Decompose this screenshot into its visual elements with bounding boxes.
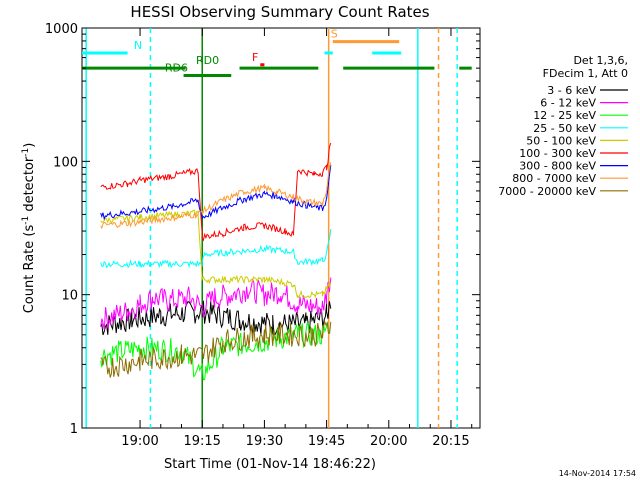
legend-label-1: 6 - 12 keV — [540, 97, 596, 110]
x-tick-label-0: 19:00 — [121, 434, 158, 449]
x-tick-label-4: 20:00 — [370, 434, 407, 449]
bar-label-rd0: RD0 — [196, 54, 219, 67]
series-5-line-0 — [100, 142, 332, 242]
legend-label-0: 3 - 6 keV — [547, 84, 596, 97]
legend-label-6: 300 - 800 keV — [519, 160, 596, 173]
series-4-line-0 — [100, 209, 332, 299]
legend-label-5: 100 - 300 keV — [519, 147, 596, 160]
y-label-sup2: -1 — [21, 148, 31, 157]
timestamp: 14-Nov-2014 17:54 — [559, 469, 636, 478]
bar-label-f: F — [252, 51, 258, 64]
legend-header-line-2: FDecim 1, Att 0 — [543, 67, 628, 80]
bar-label-rd6: RD6 — [165, 62, 188, 75]
bar-label-s: S — [331, 28, 338, 41]
y-tick-label-1: 10 — [61, 289, 78, 304]
series-8-line-0 — [100, 320, 332, 378]
data-series — [100, 142, 332, 381]
x-tick-label-3: 19:45 — [308, 434, 345, 449]
series-7-line-0 — [100, 162, 332, 230]
y-label-main: Count Rate (s — [22, 225, 37, 314]
legend-label-3: 25 - 50 keV — [533, 122, 596, 135]
axis-ticks: 19:00 19:15 19:30 19:45 20:00 20:15 1 10 100 1000 — [45, 22, 480, 449]
series-0-line-0 — [100, 300, 332, 336]
y-tick-label-0: 1 — [70, 422, 78, 437]
y-tick-label-2: 100 — [53, 155, 78, 170]
legend-label-7: 800 - 7000 keV — [512, 172, 596, 185]
y-label-end: ) — [22, 143, 37, 148]
series-1-line-0 — [100, 277, 332, 331]
attenuator-bars: N S F RD0 RD6 — [82, 28, 472, 78]
x-tick-label-2: 19:30 — [246, 434, 283, 449]
y-label-sup1: -1 — [21, 216, 31, 225]
series-6-line-0 — [100, 164, 332, 221]
chart-title: HESSI Observing Summary Count Rates — [130, 3, 429, 21]
legend-label-8: 7000 - 20000 keV — [498, 185, 596, 198]
plot-frame — [81, 27, 481, 429]
y-tick-label-3: 1000 — [45, 22, 78, 37]
legend-label-4: 50 - 100 keV — [526, 134, 596, 147]
bar-label-n: N — [134, 39, 142, 52]
legend-header-line-1: Det 1,3,6, — [573, 54, 628, 67]
legend-label-2: 12 - 25 keV — [533, 109, 596, 122]
x-tick-label-5: 20:15 — [432, 434, 469, 449]
y-label-mid: detector — [22, 156, 37, 216]
x-tick-label-1: 19:15 — [183, 434, 220, 449]
y-axis-label: Count Rate (s-1 detector-1) — [21, 143, 37, 314]
x-axis-label: Start Time (01-Nov-14 18:46:22) — [164, 457, 376, 472]
vertical-markers — [85, 28, 458, 428]
series-3-line-0 — [100, 229, 332, 269]
